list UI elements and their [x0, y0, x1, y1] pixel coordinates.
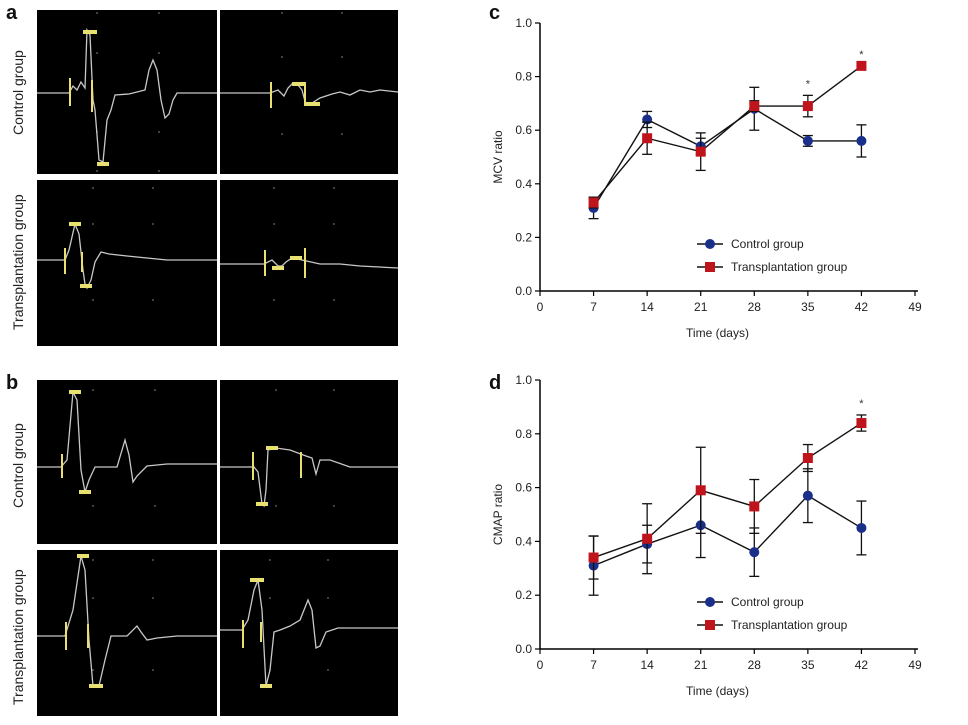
row-label-b-control: Control group: [10, 423, 26, 508]
x-tick-label: 49: [908, 658, 922, 672]
legend-label: Transplantation group: [731, 260, 848, 274]
panel-letter-d: d: [489, 372, 502, 394]
emg-trace: [220, 12, 398, 135]
x-tick-label: 21: [694, 300, 708, 314]
data-point: [802, 490, 813, 501]
data-point: [642, 533, 653, 544]
scope-a-transplantation-right: [220, 180, 398, 346]
series-line: [593, 65, 862, 204]
data-point: [695, 146, 706, 157]
y-tick-label: 1.0: [515, 373, 532, 387]
scope-b-transplantation-left: [37, 550, 217, 716]
data-point: [695, 485, 706, 496]
row-label-a-transplantation: Transplantation group: [10, 194, 26, 330]
y-tick-label: 0.2: [515, 588, 532, 602]
data-point: [802, 135, 813, 146]
emg-trace: [220, 559, 398, 688]
y-tick-label: 0.4: [515, 177, 532, 191]
data-point: [856, 522, 867, 533]
x-tick-label: 35: [801, 300, 815, 314]
x-axis-label: Time (days): [686, 684, 749, 698]
emg-trace: [220, 187, 398, 301]
data-point: [749, 547, 760, 558]
legend-label: Control group: [731, 237, 804, 251]
series-control: [588, 86, 867, 220]
x-axis-label: Time (days): [686, 326, 749, 340]
y-tick-label: 0.6: [515, 481, 532, 495]
x-tick-label: 7: [590, 658, 597, 672]
x-tick-label: 42: [855, 658, 869, 672]
y-tick-label: 0.4: [515, 534, 532, 548]
row-label-a-control: Control group: [10, 50, 26, 135]
series-transplantation: [588, 414, 867, 580]
data-point: [588, 197, 599, 208]
x-tick-label: 0: [537, 658, 544, 672]
data-point: [642, 133, 653, 144]
emg-trace: [37, 554, 217, 688]
data-point: [802, 101, 813, 112]
data-point: [856, 418, 867, 429]
series-line: [593, 494, 862, 567]
significance-asterisk: *: [859, 398, 864, 410]
emg-trace: [37, 12, 217, 172]
scope-a-transplantation-left: [37, 180, 217, 346]
scope-b-control-left: [37, 380, 217, 544]
significance-asterisk: *: [859, 49, 864, 61]
series-line: [593, 422, 862, 559]
series-control: [588, 468, 867, 596]
y-tick-label: 0.6: [515, 123, 532, 137]
series-line: [592, 107, 862, 209]
y-tick-label: 0.2: [515, 230, 532, 244]
panel-letter-c: c: [489, 2, 501, 24]
scope-a-control-right: [220, 10, 398, 174]
panel-letter-b: b: [6, 372, 19, 394]
data-point: [749, 101, 760, 112]
x-tick-label: 7: [590, 300, 597, 314]
x-tick-label: 0: [537, 300, 544, 314]
y-tick-label: 0.8: [515, 427, 532, 441]
data-point: [749, 501, 760, 512]
panel-letter-a: a: [6, 2, 18, 24]
legend-marker: [705, 620, 715, 630]
x-tick-label: 28: [748, 300, 762, 314]
chart-d-cmap: 0.0 0.2 0.4 0.6 0.8 1.0 0 7 14 21 28 35 42 49 Time (da…: [491, 373, 922, 698]
emg-trace: [37, 389, 217, 507]
y-axis-label: CMAP ratio: [491, 484, 505, 545]
data-point: [588, 552, 599, 563]
significance-asterisk: *: [806, 78, 811, 90]
x-tick-label: 21: [694, 658, 708, 672]
x-tick-label: 49: [908, 300, 922, 314]
x-tick-label: 35: [801, 658, 815, 672]
y-tick-label: 1.0: [515, 16, 532, 30]
x-tick-label: 28: [748, 658, 762, 672]
legend-marker: [705, 597, 715, 607]
legend-marker: [705, 262, 715, 272]
emg-trace: [37, 187, 217, 301]
series-transplantation: [588, 60, 867, 209]
data-point: [856, 60, 867, 71]
legend-label: Transplantation group: [731, 618, 848, 632]
x-tick-label: 14: [640, 658, 654, 672]
row-label-b-transplantation: Transplantation group: [10, 569, 26, 705]
x-tick-label: 42: [855, 300, 869, 314]
scope-b-control-right: [220, 380, 398, 544]
x-tick-label: 14: [640, 300, 654, 314]
scope-a-control-left: [37, 10, 217, 174]
y-tick-label: 0.8: [515, 70, 532, 84]
data-point: [802, 453, 813, 464]
legend-label: Control group: [731, 595, 804, 609]
y-tick-label: 0.0: [515, 642, 532, 656]
legend-marker: [705, 239, 715, 249]
y-axis-label: MCV ratio: [491, 130, 505, 184]
emg-trace: [220, 389, 398, 508]
scope-b-transplantation-right: [220, 550, 398, 716]
data-point: [856, 135, 867, 146]
chart-c-mcv: 0.0 0.2 0.4 0.6 0.8 1.0 0 7 14 21 28 35 42 49 Time (da…: [491, 16, 922, 340]
y-tick-label: 0.0: [515, 284, 532, 298]
